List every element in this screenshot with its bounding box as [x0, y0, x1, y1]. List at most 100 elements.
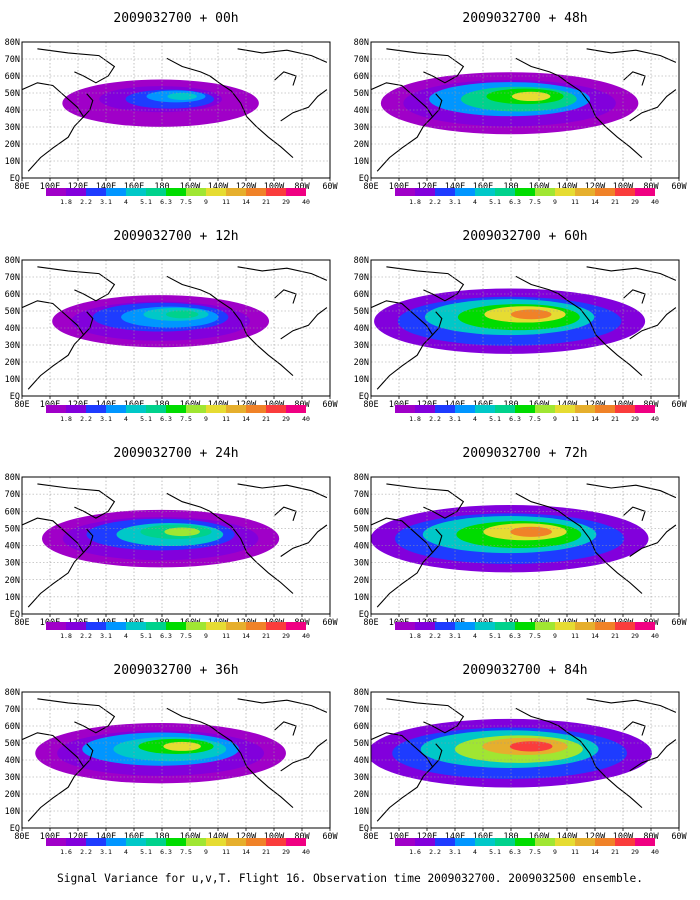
x-tick-label: 80E	[363, 400, 378, 410]
signal-variance-field	[371, 698, 677, 822]
y-tick-label: 10N	[354, 375, 369, 385]
colorbar-label: 9	[553, 848, 557, 856]
x-tick-label: 160W	[180, 182, 201, 192]
y-tick-label: 70N	[354, 490, 369, 500]
colorbar-label: 7.5	[180, 632, 192, 640]
coastline	[274, 71, 297, 86]
x-tick-label: 100E	[389, 832, 409, 842]
coastline	[623, 71, 646, 86]
x-tick-label: 60W	[671, 182, 687, 192]
x-tick-label: 80E	[363, 832, 378, 842]
colorbar-swatch	[455, 188, 475, 196]
coastline	[432, 93, 443, 118]
map-panel: 2009032700 + 00h 80E 100E 120E 140E 160E 180 16…	[5, 11, 339, 206]
colorbar: 1.8 2.2 3.1 4 5.1 6.3 7.5 9 11 14 21 29 40	[395, 405, 659, 423]
colorbar-label: 21	[611, 198, 619, 206]
colorbar-label: 4	[473, 848, 477, 856]
colorbar-swatch	[435, 622, 455, 630]
colorbar-swatch	[475, 188, 495, 196]
x-tick-label: 140E	[445, 182, 465, 192]
map-frame	[370, 476, 680, 615]
colorbar-label: 29	[282, 415, 290, 423]
colorbar-label: 5.1	[489, 848, 501, 856]
colorbar-swatch	[635, 188, 655, 196]
colorbar-swatch	[266, 838, 286, 846]
x-tick-label: 80E	[363, 182, 378, 192]
map-frame	[21, 41, 331, 179]
y-tick-label: 30N	[5, 559, 20, 569]
coastline	[586, 698, 677, 713]
coastline	[237, 266, 328, 281]
coastline	[209, 75, 294, 159]
colorbar-swatch	[475, 622, 495, 630]
colorbar-swatch	[555, 405, 575, 413]
coastline	[37, 483, 116, 519]
colorbar-label: 21	[262, 198, 270, 206]
colorbar-swatch	[186, 405, 206, 413]
colorbar-label: 6.3	[509, 632, 521, 640]
contour-blob	[510, 526, 552, 537]
x-tick-label: 80E	[363, 618, 378, 628]
colorbar-swatch	[515, 405, 535, 413]
y-tick-label: 10N	[5, 157, 20, 167]
colorbar-label: 40	[651, 198, 659, 206]
x-tick-label: 140E	[445, 832, 465, 842]
coastline	[83, 93, 94, 118]
colorbar-swatch	[535, 405, 555, 413]
y-tick-label: 50N	[354, 307, 369, 317]
signal-variance-field	[371, 266, 677, 390]
colorbar-swatch	[106, 838, 126, 846]
colorbar: 1.8 2.2 3.1 4 5.1 6.3 7.5 9 11 14 21 29 40	[395, 622, 659, 640]
signal-variance-field	[22, 266, 328, 390]
y-tick-label: 60N	[354, 722, 369, 732]
x-tick-label: 60W	[322, 832, 338, 842]
map-panel: 2009032700 + 72h80E100E120E140E160E18016…	[354, 446, 688, 640]
map-frame	[21, 476, 331, 615]
x-tick-label: 60W	[671, 832, 687, 842]
map-panel: 2009032700 + 36h 80E 100E 120E 140E 160E 180 16…	[5, 663, 339, 856]
colorbar-label: 29	[631, 198, 639, 206]
colorbar-label: 1.8	[60, 198, 72, 206]
colorbar-swatch	[66, 405, 86, 413]
colorbar-label: 6.3	[160, 198, 172, 206]
y-tick-label: 50N	[5, 307, 20, 317]
contour-blob	[165, 310, 199, 319]
colorbar-label: 3.1	[449, 198, 461, 206]
coastline	[432, 311, 443, 336]
y-tick-label: EQ	[359, 392, 369, 402]
colorbar-swatch	[575, 405, 595, 413]
colorbar-label: 21	[611, 415, 619, 423]
x-tick-label: 140W	[208, 182, 229, 192]
x-tick-label: 80W	[643, 832, 659, 842]
figure-caption: Signal Variance for u,v,T. Flight 16. Ob…	[57, 872, 643, 885]
x-tick-label: 180	[503, 832, 518, 842]
y-tick-label: 20N	[5, 576, 20, 586]
colorbar-swatch	[146, 405, 166, 413]
y-tick-label: 80N	[5, 688, 20, 698]
colorbar-swatch	[286, 838, 306, 846]
colorbar-swatch	[455, 622, 475, 630]
x-tick-label: 60W	[322, 400, 338, 410]
x-tick-label: 100E	[389, 182, 409, 192]
colorbar-label: 3.1	[100, 848, 112, 856]
contour-blob	[167, 92, 197, 100]
x-tick-label: 100W	[264, 832, 285, 842]
panel-title: 2009032700 + 12h	[113, 229, 238, 244]
contour-blob	[511, 91, 551, 102]
x-tick-label: 140E	[96, 182, 116, 192]
colorbar-swatch	[166, 838, 186, 846]
colorbar-swatch	[415, 622, 435, 630]
y-tick-label: 10N	[5, 375, 20, 385]
map-frame	[21, 259, 331, 397]
colorbar-label: 11	[571, 632, 579, 640]
colorbar-label: 7.5	[529, 198, 541, 206]
y-tick-label: 40N	[354, 756, 369, 766]
y-tick-label: EQ	[10, 392, 20, 402]
x-tick-label: 160W	[529, 832, 550, 842]
y-tick-label: 40N	[354, 324, 369, 334]
coastline	[558, 510, 643, 594]
panel-title: 2009032700 + 24h	[113, 446, 238, 461]
coastline	[586, 48, 677, 63]
colorbar-swatch	[595, 405, 615, 413]
y-tick-label: 50N	[354, 739, 369, 749]
